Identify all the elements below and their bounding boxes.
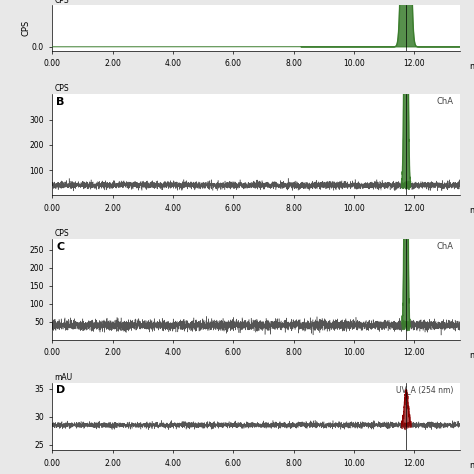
- Text: min: min: [469, 207, 474, 215]
- Text: min: min: [469, 351, 474, 360]
- Text: CPS: CPS: [54, 228, 69, 237]
- Text: CPS: CPS: [54, 0, 69, 5]
- Text: CPS: CPS: [54, 84, 69, 93]
- Text: mAU: mAU: [54, 374, 73, 383]
- Text: ChA: ChA: [437, 242, 454, 251]
- Text: UV_A (254 nm): UV_A (254 nm): [396, 385, 454, 394]
- Y-axis label: CPS: CPS: [21, 20, 30, 36]
- Text: C: C: [56, 242, 64, 252]
- Text: min: min: [469, 461, 474, 470]
- Text: min: min: [469, 62, 474, 71]
- Text: B: B: [56, 97, 64, 108]
- Text: ChA: ChA: [437, 97, 454, 106]
- Text: D: D: [56, 385, 65, 395]
